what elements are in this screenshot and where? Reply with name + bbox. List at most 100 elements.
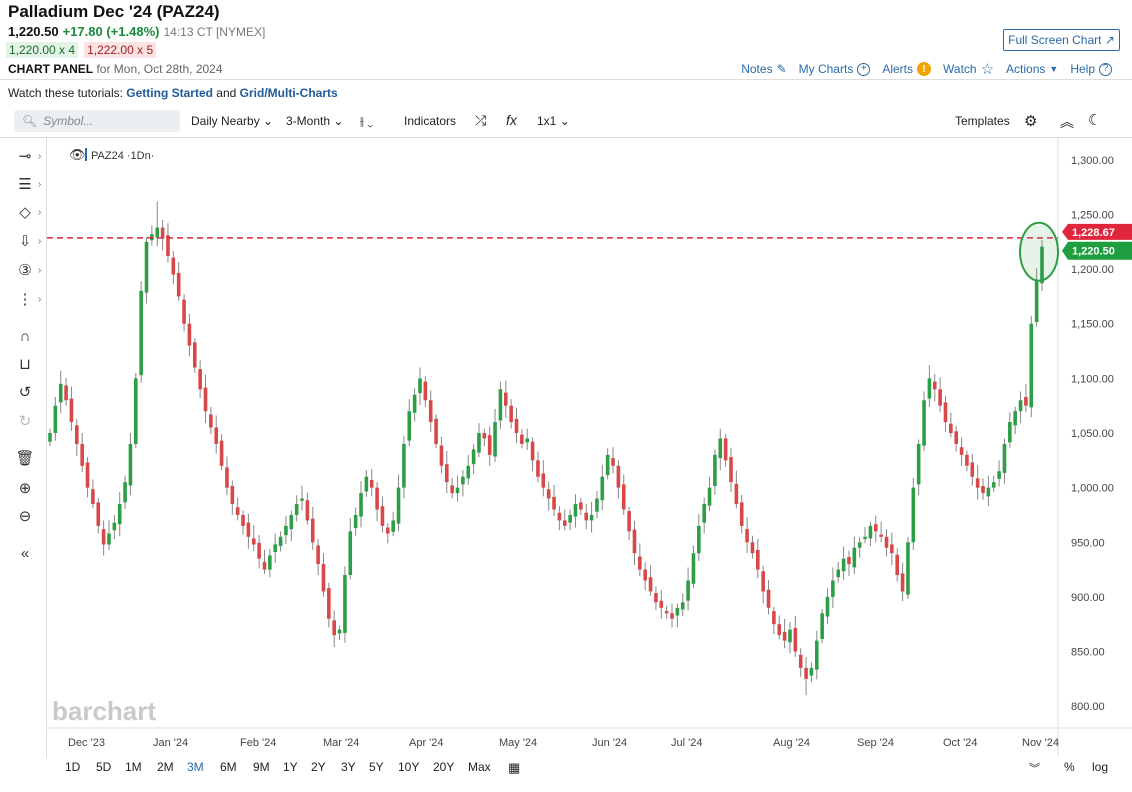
candle: [900, 562, 905, 602]
edit-icon: ✎: [776, 62, 787, 76]
price-chart[interactable]: 800.00 850.00 900.00 950.00 1,000.00 1,050.00…: [47, 138, 1132, 756]
log-toggle[interactable]: log: [1092, 760, 1109, 774]
magnet-icon[interactable]: ∩: [19, 328, 31, 345]
alerts-link[interactable]: Alerts!: [882, 62, 932, 76]
fx-icon[interactable]: fx: [506, 112, 517, 128]
grid-multicharts-link[interactable]: Grid/Multi-Charts: [239, 86, 338, 100]
candle-body: [643, 569, 647, 581]
unlock-icon[interactable]: ⊔: [19, 356, 31, 373]
candle-body: [536, 460, 540, 477]
candle-body: [482, 433, 487, 439]
candle-body: [863, 536, 867, 539]
templates-button[interactable]: Templates: [955, 114, 1010, 128]
range-20y[interactable]: 20Y: [433, 760, 455, 774]
collapse-icon[interactable]: ︽: [1060, 114, 1074, 130]
random-icon[interactable]: ⤮: [475, 112, 487, 128]
candle: [423, 376, 428, 407]
x-tick-label: Jan '24: [153, 737, 188, 749]
calendar-icon[interactable]: ▦: [508, 760, 521, 775]
range-10y[interactable]: 10Y: [398, 760, 420, 774]
watch-link[interactable]: Watch ☆: [943, 60, 994, 78]
candle: [278, 531, 283, 552]
notes-link[interactable]: Notes ✎: [741, 62, 786, 76]
candle-body: [836, 569, 841, 578]
range-1d[interactable]: 1D: [65, 760, 81, 774]
redo-icon[interactable]: ↻: [18, 413, 32, 430]
undo-icon[interactable]: ↺: [18, 384, 32, 401]
candle-body: [991, 482, 996, 488]
range-1y[interactable]: 1Y: [283, 760, 298, 774]
candle-body: [246, 522, 251, 537]
zoom-in-icon[interactable]: ⊕: [18, 480, 32, 497]
range-3y[interactable]: 3Y: [341, 760, 356, 774]
candle-body: [611, 458, 615, 466]
symbol-search[interactable]: 🔍︎ Symbol...: [14, 110, 180, 132]
range-1m[interactable]: 1M: [125, 760, 142, 774]
candle: [150, 225, 154, 246]
candle: [573, 494, 578, 528]
pattern-icon[interactable]: ⋮ ›: [17, 291, 42, 308]
candle: [579, 498, 583, 515]
candle: [745, 517, 749, 554]
candle: [697, 513, 701, 561]
candle-body: [857, 542, 862, 548]
range-2y[interactable]: 2Y: [311, 760, 326, 774]
zoom-out-icon[interactable]: ⊖: [18, 508, 32, 525]
highlight-circle[interactable]: [1019, 221, 1059, 282]
candle: [477, 423, 481, 458]
arrow-icon[interactable]: ⇩ ›: [18, 233, 42, 250]
header-divider: [0, 79, 1132, 80]
candle: [53, 396, 58, 441]
candle-body: [53, 405, 58, 433]
period-dropdown[interactable]: 3-Month ⌄: [286, 114, 343, 128]
crosshair-icon[interactable]: ⊸ ›: [18, 148, 42, 165]
full-screen-button[interactable]: Full Screen Chart ↗: [1003, 29, 1120, 51]
double-chevron-down-icon[interactable]: ︾: [1029, 763, 1040, 775]
count-icon[interactable]: ③ ›: [18, 262, 42, 279]
range-5y[interactable]: 5Y: [369, 760, 384, 774]
quote-line: 1,220.50 +17.80 (+1.48%) 14:13 CT [NYMEX]: [8, 24, 265, 39]
candle: [402, 436, 406, 499]
candle: [225, 456, 229, 496]
range-3m[interactable]: 3M: [187, 760, 204, 774]
candle: [831, 567, 835, 608]
actions-menu[interactable]: Actions ▼: [1006, 62, 1058, 76]
help-icon: ?: [1099, 62, 1112, 76]
candle: [128, 433, 133, 496]
indicators-button[interactable]: Indicators: [404, 114, 457, 128]
candle-body: [203, 387, 208, 412]
candle-body: [739, 502, 744, 526]
help-link[interactable]: Help?: [1070, 62, 1112, 76]
candle: [514, 407, 519, 443]
shape-icon[interactable]: ◇ ›: [19, 204, 42, 221]
collapse-left-icon[interactable]: «: [20, 545, 30, 562]
range-max[interactable]: Max: [468, 760, 491, 774]
candle: [659, 589, 664, 619]
layout-dropdown[interactable]: 1x1 ⌄: [537, 114, 570, 128]
candle-body: [369, 479, 374, 488]
range-9m[interactable]: 9M: [253, 760, 270, 774]
eye-icon[interactable]: 👁︎: [69, 147, 86, 162]
symbol-input[interactable]: Symbol...: [43, 114, 94, 128]
fib-icon[interactable]: ☰ ›: [18, 176, 42, 193]
candle: [954, 425, 959, 452]
getting-started-link[interactable]: Getting Started: [126, 86, 213, 100]
candle-body: [847, 557, 851, 565]
chart-type-dropdown[interactable]: ⫲ ⌄: [360, 114, 373, 129]
candle-body: [959, 447, 964, 455]
range-2m[interactable]: 2M: [157, 760, 174, 774]
gear-icon[interactable]: ⚙: [1024, 113, 1038, 130]
moon-icon[interactable]: ☾: [1088, 112, 1102, 129]
range-6m[interactable]: 6M: [220, 760, 237, 774]
candle-body: [160, 227, 165, 239]
percent-toggle[interactable]: %: [1064, 760, 1075, 774]
candle-body: [884, 536, 889, 548]
my-charts-link[interactable]: My Charts +: [799, 62, 871, 76]
candle: [546, 481, 551, 511]
nearby-dropdown[interactable]: Daily Nearby ⌄: [191, 114, 273, 128]
candle-body: [209, 414, 213, 428]
candle: [1029, 316, 1034, 418]
range-5d[interactable]: 5D: [96, 760, 112, 774]
trash-icon[interactable]: 🗑︎: [15, 450, 35, 467]
actions-label: Actions: [1006, 62, 1046, 76]
